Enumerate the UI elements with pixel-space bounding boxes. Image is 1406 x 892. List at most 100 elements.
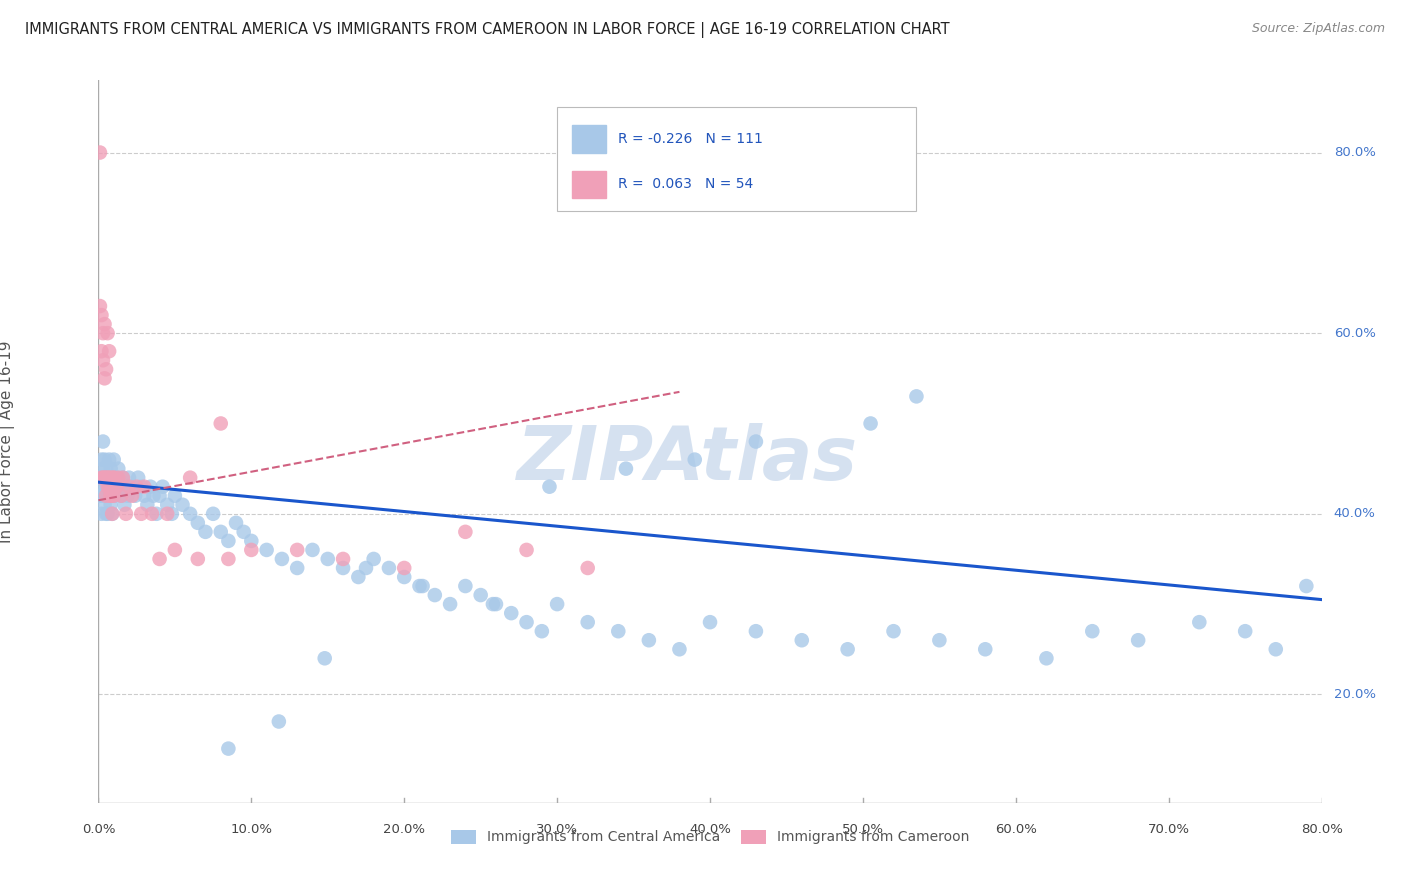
Point: [139, 480, 162, 494]
Point: [423, 588, 446, 602]
Point: [115, 507, 138, 521]
Point: [538, 480, 561, 494]
Point: [91, 471, 114, 485]
Point: [100, 489, 122, 503]
Point: [217, 552, 239, 566]
Point: [97, 471, 120, 485]
Text: In Labor Force | Age 16-19: In Labor Force | Age 16-19: [0, 340, 14, 543]
Point: [103, 452, 125, 467]
Point: [94, 489, 117, 503]
Point: [482, 597, 505, 611]
Point: [98, 344, 121, 359]
Point: [974, 642, 997, 657]
Point: [111, 471, 134, 485]
Point: [91, 434, 114, 449]
Text: 70.0%: 70.0%: [1147, 822, 1189, 836]
Text: IMMIGRANTS FROM CENTRAL AMERICA VS IMMIGRANTS FROM CAMEROON IN LABOR FORCE | AGE: IMMIGRANTS FROM CENTRAL AMERICA VS IMMIG…: [25, 22, 950, 38]
Text: ZIPAtlas: ZIPAtlas: [516, 423, 858, 496]
Point: [91, 326, 114, 341]
Point: [354, 561, 377, 575]
Point: [98, 452, 121, 467]
Point: [93, 471, 115, 485]
Point: [837, 642, 859, 657]
Point: [134, 489, 156, 503]
Point: [90, 480, 112, 494]
Bar: [572, 170, 606, 198]
Point: [93, 498, 115, 512]
Point: [1295, 579, 1317, 593]
Point: [683, 452, 706, 467]
Point: [163, 542, 186, 557]
Point: [91, 489, 114, 503]
Point: [112, 498, 135, 512]
Point: [285, 561, 308, 575]
Point: [607, 624, 630, 639]
Point: [668, 642, 690, 657]
Point: [101, 507, 124, 521]
Point: [546, 597, 568, 611]
Point: [1264, 642, 1286, 657]
Point: [94, 461, 117, 475]
Point: [129, 507, 152, 521]
Point: [93, 471, 115, 485]
Point: [94, 362, 117, 376]
Text: Source: ZipAtlas.com: Source: ZipAtlas.com: [1251, 22, 1385, 36]
Point: [134, 480, 156, 494]
Point: [90, 471, 112, 485]
Point: [100, 471, 122, 485]
Point: [101, 507, 124, 521]
Point: [125, 480, 148, 494]
Point: [121, 480, 143, 494]
Bar: [572, 126, 606, 153]
Point: [160, 507, 183, 521]
Point: [859, 417, 882, 431]
Text: 50.0%: 50.0%: [842, 822, 884, 836]
Point: [98, 471, 121, 485]
Point: [790, 633, 813, 648]
Point: [94, 480, 117, 494]
Point: [100, 461, 122, 475]
Point: [97, 471, 120, 485]
Point: [118, 480, 141, 494]
Point: [745, 624, 768, 639]
Point: [105, 471, 128, 485]
Text: R = -0.226   N = 111: R = -0.226 N = 111: [619, 132, 763, 146]
Point: [100, 489, 122, 503]
Text: 0.0%: 0.0%: [82, 822, 115, 836]
Point: [93, 371, 115, 385]
Point: [136, 498, 159, 512]
Text: 60.0%: 60.0%: [995, 822, 1036, 836]
FancyBboxPatch shape: [557, 107, 917, 211]
Text: 40.0%: 40.0%: [1334, 508, 1375, 520]
Text: 80.0%: 80.0%: [1301, 822, 1343, 836]
Point: [883, 624, 905, 639]
Point: [97, 507, 120, 521]
Point: [412, 579, 434, 593]
Point: [378, 561, 401, 575]
Point: [89, 471, 111, 485]
Point: [105, 480, 128, 494]
Point: [91, 461, 114, 475]
Point: [90, 452, 112, 467]
Point: [699, 615, 721, 630]
Point: [209, 417, 232, 431]
Point: [217, 741, 239, 756]
Point: [124, 489, 146, 503]
Point: [103, 489, 125, 503]
Point: [470, 588, 492, 602]
Point: [1128, 633, 1150, 648]
Point: [90, 507, 112, 521]
Point: [94, 507, 117, 521]
Point: [1081, 624, 1104, 639]
Point: [392, 561, 416, 575]
Point: [240, 542, 263, 557]
Point: [363, 552, 385, 566]
Point: [103, 471, 125, 485]
Point: [225, 516, 247, 530]
Point: [1234, 624, 1257, 639]
Point: [928, 633, 950, 648]
Text: R =  0.063   N = 54: R = 0.063 N = 54: [619, 178, 754, 191]
Point: [117, 489, 139, 503]
Point: [454, 524, 477, 539]
Point: [439, 597, 461, 611]
